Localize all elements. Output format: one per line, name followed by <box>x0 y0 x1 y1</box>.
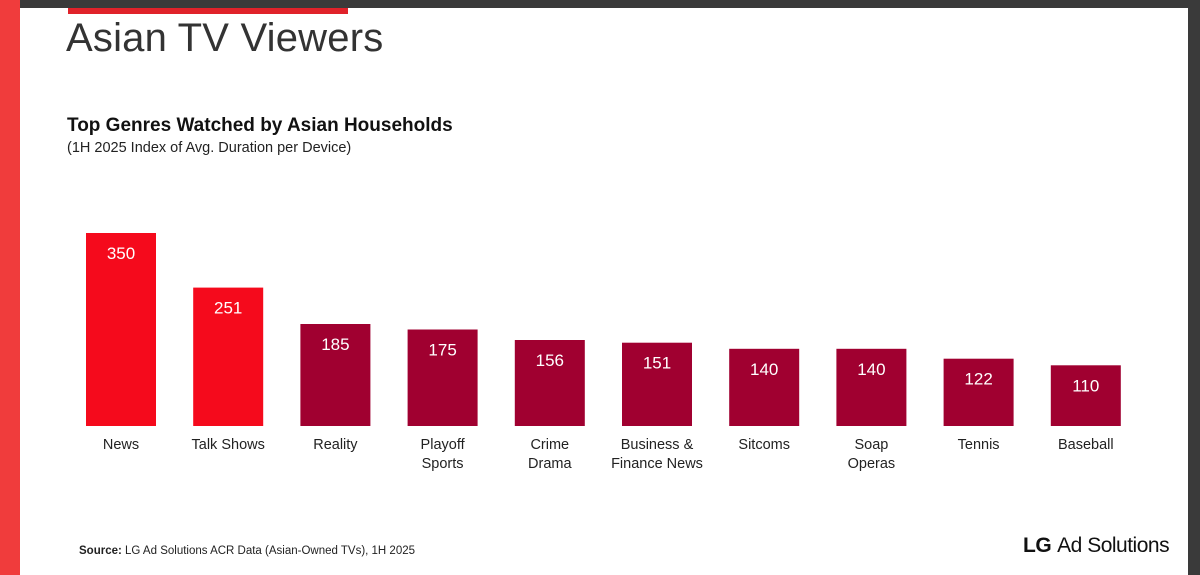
category-label: Finance News <box>611 456 703 472</box>
bar-value-label: 140 <box>750 360 778 379</box>
category-label: Drama <box>528 456 572 472</box>
bar-value-label: 122 <box>964 370 992 389</box>
bar-value-label: 140 <box>857 360 885 379</box>
bar <box>729 348 800 426</box>
category-label: News <box>103 437 139 453</box>
bar <box>943 358 1014 426</box>
bar-value-label: 350 <box>107 244 135 263</box>
chart-subtitle: (1H 2025 Index of Avg. Duration per Devi… <box>67 140 352 156</box>
bar-value-label: 156 <box>536 351 564 370</box>
source-note: Source: LG Ad Solutions ACR Data (Asian-… <box>79 545 415 557</box>
category-label: Sports <box>422 456 464 472</box>
bar <box>1050 365 1121 426</box>
bar <box>514 340 585 426</box>
category-label: Tennis <box>958 437 1000 453</box>
window-top-frame <box>0 0 1200 8</box>
bar-value-label: 110 <box>1072 376 1099 395</box>
category-label: Business & <box>621 437 694 453</box>
logo-text: Ad Solutions <box>1057 534 1170 557</box>
category-label: Playoff <box>421 437 466 453</box>
bar <box>836 348 907 426</box>
category-label: Crime <box>530 437 569 453</box>
bar <box>622 342 692 426</box>
category-label: Soap <box>854 437 888 453</box>
left-accent-bar <box>0 0 20 575</box>
bar <box>86 233 156 426</box>
bar <box>300 324 371 426</box>
category-label: Sitcoms <box>738 437 790 453</box>
title-accent-line <box>68 8 348 14</box>
chart-title: Top Genres Watched by Asian Households <box>67 115 453 136</box>
bar <box>407 329 478 426</box>
source-text: LG Ad Solutions ACR Data (Asian-Owned TV… <box>125 545 416 557</box>
category-label: Baseball <box>1058 437 1114 453</box>
category-label: Operas <box>848 456 896 472</box>
bar-value-label: 185 <box>321 335 349 354</box>
page-title: Asian TV Viewers <box>66 16 384 60</box>
bar-value-label: 251 <box>214 299 242 318</box>
source-label: Source: <box>79 545 122 557</box>
category-label: Reality <box>313 437 358 453</box>
logo-brand: LG <box>1023 534 1052 557</box>
window-right-edge <box>1188 0 1200 575</box>
bar-value-label: 175 <box>428 341 456 360</box>
bar <box>193 287 264 426</box>
brand-logo: LG Ad Solutions <box>1023 534 1170 558</box>
category-label: Talk Shows <box>192 437 265 453</box>
bar-value-label: 151 <box>643 354 671 373</box>
